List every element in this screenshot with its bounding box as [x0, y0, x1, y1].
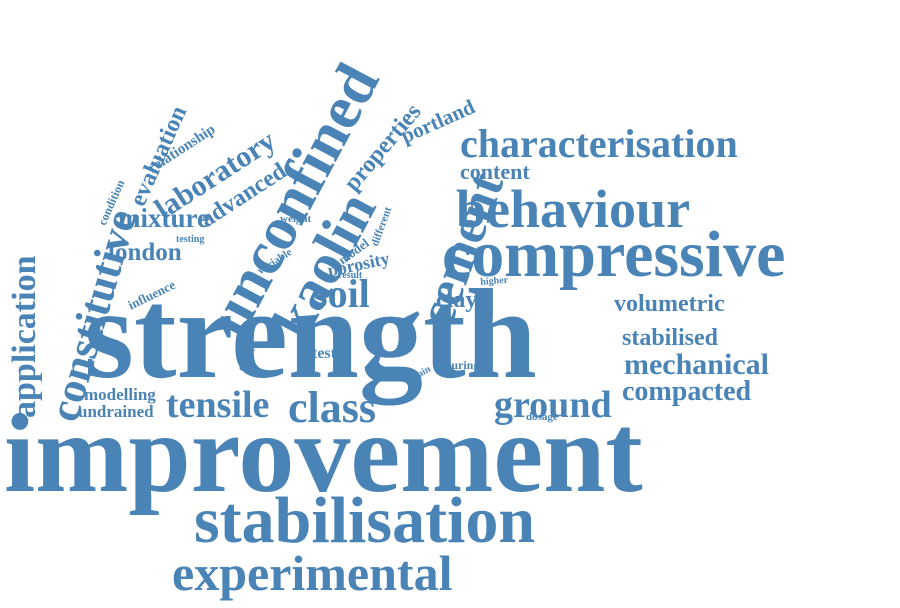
word-dosage: dosage [526, 411, 558, 423]
word-compressive: compressive [442, 218, 786, 291]
word-weight: weight [280, 213, 312, 225]
word-stabilised: stabilised [622, 325, 719, 351]
word-strength: strength [84, 263, 537, 405]
word-application: application [6, 255, 43, 418]
word-behaviour: behaviour [456, 179, 691, 239]
word-improvement: improvement [4, 392, 643, 516]
word-experimental: experimental [172, 545, 453, 601]
word-mixture: mixture [118, 203, 209, 233]
word-london: london [108, 239, 182, 266]
word-modelling: modelling [84, 385, 156, 404]
word-clay: clay [436, 287, 478, 313]
word-tensile: tensile [166, 384, 270, 426]
word-soil: soil [312, 271, 370, 316]
word-volumetric: volumetric [614, 291, 725, 317]
word-result: result [338, 270, 363, 281]
word-compacted: compacted [622, 376, 752, 407]
word-undrained: undrained [78, 402, 154, 421]
word-ground: ground [494, 384, 612, 426]
word-mechanical: mechanical [624, 348, 769, 381]
word-stabilisation: stabilisation [194, 484, 536, 557]
word-characterisation: characterisation [460, 121, 738, 166]
word-curing: curing [446, 358, 480, 372]
word-testing: testing [176, 234, 205, 245]
word-class: class [288, 383, 376, 432]
word-content: content [460, 159, 530, 184]
word-test: test [312, 345, 336, 362]
